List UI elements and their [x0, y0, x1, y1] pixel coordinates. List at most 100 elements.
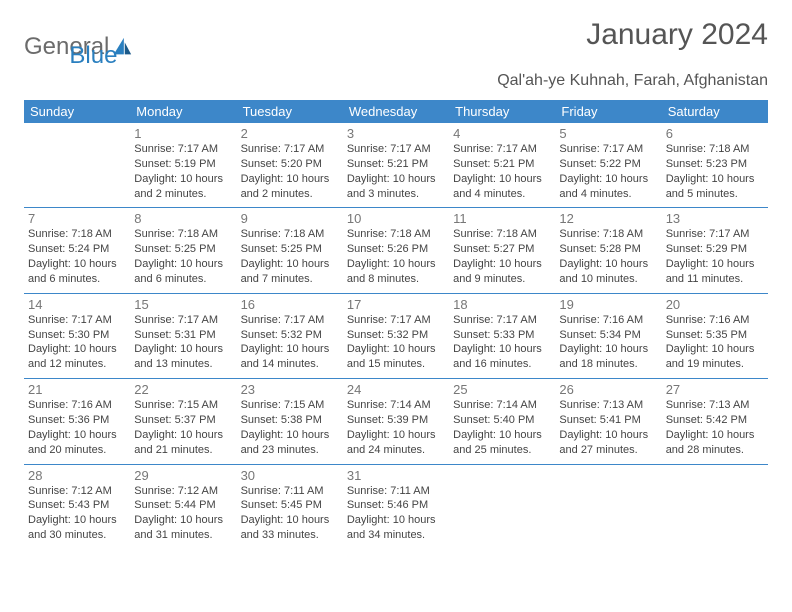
calendar-cell: 19Sunrise: 7:16 AMSunset: 5:34 PMDayligh… [555, 293, 661, 378]
day-number: 29 [134, 468, 232, 483]
calendar-cell: 18Sunrise: 7:17 AMSunset: 5:33 PMDayligh… [449, 293, 555, 378]
day-info: Sunrise: 7:18 AMSunset: 5:24 PMDaylight:… [28, 227, 126, 286]
day-number: 2 [241, 126, 339, 141]
calendar-cell: 9Sunrise: 7:18 AMSunset: 5:25 PMDaylight… [237, 208, 343, 293]
day-number: 27 [666, 382, 764, 397]
day-info: Sunrise: 7:17 AMSunset: 5:32 PMDaylight:… [241, 313, 339, 372]
day-number: 25 [453, 382, 551, 397]
day-info: Sunrise: 7:17 AMSunset: 5:32 PMDaylight:… [347, 313, 445, 372]
day-info: Sunrise: 7:17 AMSunset: 5:29 PMDaylight:… [666, 227, 764, 286]
calendar-week-row: 1Sunrise: 7:17 AMSunset: 5:19 PMDaylight… [24, 123, 768, 208]
day-info: Sunrise: 7:17 AMSunset: 5:21 PMDaylight:… [347, 142, 445, 201]
day-info: Sunrise: 7:13 AMSunset: 5:42 PMDaylight:… [666, 398, 764, 457]
day-info: Sunrise: 7:16 AMSunset: 5:34 PMDaylight:… [559, 313, 657, 372]
day-number: 17 [347, 297, 445, 312]
calendar-cell: 3Sunrise: 7:17 AMSunset: 5:21 PMDaylight… [343, 123, 449, 208]
header: General Blue January 2024 [24, 18, 768, 70]
day-info: Sunrise: 7:11 AMSunset: 5:45 PMDaylight:… [241, 484, 339, 543]
day-info: Sunrise: 7:18 AMSunset: 5:28 PMDaylight:… [559, 227, 657, 286]
day-info: Sunrise: 7:17 AMSunset: 5:30 PMDaylight:… [28, 313, 126, 372]
calendar-cell: 16Sunrise: 7:17 AMSunset: 5:32 PMDayligh… [237, 293, 343, 378]
weekday-header: Wednesday [343, 100, 449, 123]
weekday-header: Saturday [662, 100, 768, 123]
day-number: 11 [453, 211, 551, 226]
calendar-cell: 12Sunrise: 7:18 AMSunset: 5:28 PMDayligh… [555, 208, 661, 293]
calendar-week-row: 7Sunrise: 7:18 AMSunset: 5:24 PMDaylight… [24, 208, 768, 293]
day-number: 24 [347, 382, 445, 397]
calendar-cell: 7Sunrise: 7:18 AMSunset: 5:24 PMDaylight… [24, 208, 130, 293]
calendar-cell: 4Sunrise: 7:17 AMSunset: 5:21 PMDaylight… [449, 123, 555, 208]
page-title: January 2024 [586, 18, 768, 52]
day-number: 21 [28, 382, 126, 397]
calendar-cell [24, 123, 130, 208]
day-number: 26 [559, 382, 657, 397]
day-info: Sunrise: 7:12 AMSunset: 5:44 PMDaylight:… [134, 484, 232, 543]
day-info: Sunrise: 7:15 AMSunset: 5:37 PMDaylight:… [134, 398, 232, 457]
logo: General Blue [24, 18, 117, 70]
calendar-cell: 8Sunrise: 7:18 AMSunset: 5:25 PMDaylight… [130, 208, 236, 293]
day-info: Sunrise: 7:18 AMSunset: 5:26 PMDaylight:… [347, 227, 445, 286]
calendar-week-row: 28Sunrise: 7:12 AMSunset: 5:43 PMDayligh… [24, 464, 768, 549]
weekday-header: Sunday [24, 100, 130, 123]
calendar-cell: 27Sunrise: 7:13 AMSunset: 5:42 PMDayligh… [662, 379, 768, 464]
calendar-body: 1Sunrise: 7:17 AMSunset: 5:19 PMDaylight… [24, 123, 768, 549]
day-info: Sunrise: 7:14 AMSunset: 5:39 PMDaylight:… [347, 398, 445, 457]
day-info: Sunrise: 7:17 AMSunset: 5:22 PMDaylight:… [559, 142, 657, 201]
day-number: 23 [241, 382, 339, 397]
calendar-cell [449, 464, 555, 549]
day-number: 7 [28, 211, 126, 226]
calendar-cell: 29Sunrise: 7:12 AMSunset: 5:44 PMDayligh… [130, 464, 236, 549]
day-number: 1 [134, 126, 232, 141]
day-info: Sunrise: 7:17 AMSunset: 5:33 PMDaylight:… [453, 313, 551, 372]
calendar-week-row: 14Sunrise: 7:17 AMSunset: 5:30 PMDayligh… [24, 293, 768, 378]
calendar-cell: 10Sunrise: 7:18 AMSunset: 5:26 PMDayligh… [343, 208, 449, 293]
day-info: Sunrise: 7:18 AMSunset: 5:27 PMDaylight:… [453, 227, 551, 286]
calendar-cell: 5Sunrise: 7:17 AMSunset: 5:22 PMDaylight… [555, 123, 661, 208]
day-info: Sunrise: 7:14 AMSunset: 5:40 PMDaylight:… [453, 398, 551, 457]
calendar-cell [555, 464, 661, 549]
day-number: 22 [134, 382, 232, 397]
day-number: 12 [559, 211, 657, 226]
calendar-cell: 30Sunrise: 7:11 AMSunset: 5:45 PMDayligh… [237, 464, 343, 549]
calendar-cell: 23Sunrise: 7:15 AMSunset: 5:38 PMDayligh… [237, 379, 343, 464]
calendar-cell: 6Sunrise: 7:18 AMSunset: 5:23 PMDaylight… [662, 123, 768, 208]
day-info: Sunrise: 7:15 AMSunset: 5:38 PMDaylight:… [241, 398, 339, 457]
calendar-cell: 31Sunrise: 7:11 AMSunset: 5:46 PMDayligh… [343, 464, 449, 549]
day-info: Sunrise: 7:13 AMSunset: 5:41 PMDaylight:… [559, 398, 657, 457]
calendar-cell: 20Sunrise: 7:16 AMSunset: 5:35 PMDayligh… [662, 293, 768, 378]
day-number: 6 [666, 126, 764, 141]
day-number: 18 [453, 297, 551, 312]
day-info: Sunrise: 7:17 AMSunset: 5:21 PMDaylight:… [453, 142, 551, 201]
calendar-cell: 13Sunrise: 7:17 AMSunset: 5:29 PMDayligh… [662, 208, 768, 293]
calendar-cell [662, 464, 768, 549]
calendar-cell: 28Sunrise: 7:12 AMSunset: 5:43 PMDayligh… [24, 464, 130, 549]
day-number: 28 [28, 468, 126, 483]
day-number: 16 [241, 297, 339, 312]
calendar-cell: 24Sunrise: 7:14 AMSunset: 5:39 PMDayligh… [343, 379, 449, 464]
day-number: 3 [347, 126, 445, 141]
calendar-cell: 21Sunrise: 7:16 AMSunset: 5:36 PMDayligh… [24, 379, 130, 464]
day-number: 15 [134, 297, 232, 312]
calendar-cell: 11Sunrise: 7:18 AMSunset: 5:27 PMDayligh… [449, 208, 555, 293]
title-block: January 2024 [586, 18, 768, 52]
calendar-cell: 25Sunrise: 7:14 AMSunset: 5:40 PMDayligh… [449, 379, 555, 464]
day-info: Sunrise: 7:17 AMSunset: 5:20 PMDaylight:… [241, 142, 339, 201]
weekday-header: Friday [555, 100, 661, 123]
calendar-cell: 14Sunrise: 7:17 AMSunset: 5:30 PMDayligh… [24, 293, 130, 378]
logo-text-2: Blue [69, 42, 117, 69]
calendar-cell: 17Sunrise: 7:17 AMSunset: 5:32 PMDayligh… [343, 293, 449, 378]
calendar-cell: 15Sunrise: 7:17 AMSunset: 5:31 PMDayligh… [130, 293, 236, 378]
day-number: 8 [134, 211, 232, 226]
day-info: Sunrise: 7:18 AMSunset: 5:25 PMDaylight:… [134, 227, 232, 286]
day-number: 14 [28, 297, 126, 312]
day-info: Sunrise: 7:17 AMSunset: 5:31 PMDaylight:… [134, 313, 232, 372]
day-info: Sunrise: 7:18 AMSunset: 5:25 PMDaylight:… [241, 227, 339, 286]
day-info: Sunrise: 7:16 AMSunset: 5:35 PMDaylight:… [666, 313, 764, 372]
day-number: 13 [666, 211, 764, 226]
day-number: 4 [453, 126, 551, 141]
calendar-cell: 1Sunrise: 7:17 AMSunset: 5:19 PMDaylight… [130, 123, 236, 208]
weekday-header: Thursday [449, 100, 555, 123]
day-info: Sunrise: 7:17 AMSunset: 5:19 PMDaylight:… [134, 142, 232, 201]
day-number: 30 [241, 468, 339, 483]
day-number: 19 [559, 297, 657, 312]
